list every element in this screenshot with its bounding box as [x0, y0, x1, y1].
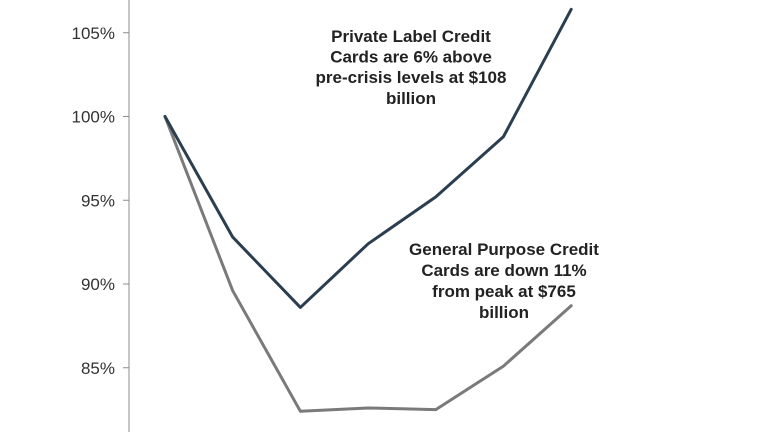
annotation-line: General Purpose Credit — [409, 240, 599, 259]
annotation-line: pre-crisis levels at $108 — [316, 68, 507, 87]
y-tick-label: 95% — [81, 191, 115, 210]
y-axis: 85% 90% 95% 100% 105% — [72, 0, 130, 432]
annotation-line: billion — [479, 303, 529, 322]
y-tick-label: 105% — [72, 24, 115, 43]
annotations: Private Label Credit Cards are 6% abovepr… — [316, 27, 600, 322]
annotation-line: Private Label Credit — [331, 27, 491, 46]
series-line-general-purpose — [163, 115, 573, 413]
annotation-private-label: Private Label Credit Cards are 6% abovepr… — [316, 27, 507, 108]
annotation-line: Cards are 6% above — [330, 48, 492, 67]
series-line-private-label — [163, 7, 573, 309]
annotation-general-purpose: General Purpose Credit Cards are down 11%… — [409, 240, 599, 322]
series-lines — [163, 7, 573, 413]
annotation-line: Cards are down 11% — [421, 261, 586, 280]
y-tick-label: 100% — [72, 108, 115, 127]
y-tick-label: 90% — [81, 275, 115, 294]
annotation-line: billion — [386, 89, 436, 108]
y-tick-label: 85% — [81, 359, 115, 378]
annotation-line: from peak at $765 — [432, 282, 576, 301]
